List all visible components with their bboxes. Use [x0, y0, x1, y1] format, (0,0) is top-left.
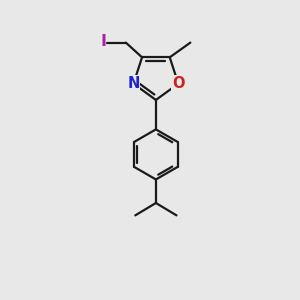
Text: N: N: [127, 76, 140, 91]
Text: O: O: [172, 76, 184, 91]
Text: I: I: [100, 34, 106, 49]
